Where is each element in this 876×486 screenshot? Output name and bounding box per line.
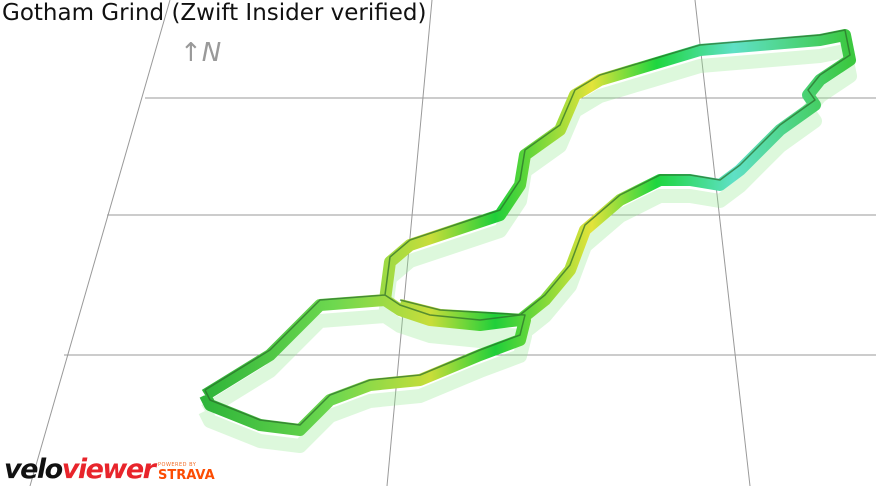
- route-ribbon: [199, 29, 856, 436]
- logo[interactable]: veloviewer: [4, 454, 156, 485]
- partner: STRAVA: [158, 468, 215, 483]
- logo-text: velo: [4, 454, 63, 485]
- compass-label: N: [201, 38, 222, 68]
- strava-badge[interactable]: POWERED BY STRAVA: [158, 462, 215, 483]
- logo-text: viewer: [61, 454, 156, 485]
- powered-by: POWERED BY: [158, 462, 197, 468]
- grid-line: [29, 0, 171, 486]
- route-title: Gotham Grind (Zwift Insider verified): [2, 0, 427, 26]
- route-reflection: [198, 44, 857, 453]
- grid-line: [694, 0, 751, 486]
- compass: ↑N: [180, 38, 222, 68]
